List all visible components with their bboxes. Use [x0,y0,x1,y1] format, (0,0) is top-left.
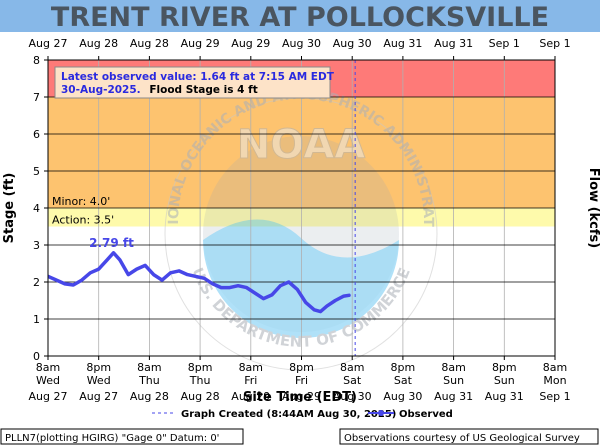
legend-observed-marker [378,410,384,416]
top-tick-label: Aug 28 [130,37,169,50]
y-tick-label: 5 [33,165,40,178]
bottom-tick-time: 8am [36,361,60,374]
y-tick-label: 6 [33,128,40,141]
header-band [0,0,600,32]
y-tick-label: 3 [33,239,40,252]
bottom-tick-day: Thu [138,374,160,387]
y2-axis-label: Flow (kcfs) [586,168,600,248]
bottom-tick-day: Mon [543,374,566,387]
latest-value-box-bg [54,66,331,99]
chart-title: TRENT RIVER AT POLLOCKSVILLE [51,2,549,33]
top-tick-label: Aug 27 [29,37,68,50]
bottom-tick-date: Aug 27 [79,390,118,403]
plot-area: NATIONAL OCEANIC AND ATMOSPHERIC ADMINIS… [0,0,556,371]
watermark-noaa-letters: NOAA [237,122,365,168]
top-tick-label: Aug 29 [181,37,220,50]
x-axis-label: Site Time (EDT) [243,390,357,405]
top-tick-label: Aug 30 [333,37,372,50]
bottom-tick-day: Wed [87,374,111,387]
latest-value-box: Latest observed value: 1.64 ft at 7:15 A… [54,66,335,99]
top-tick-label: Aug 28 [79,37,118,50]
bottom-tick-day: Fri [244,374,257,387]
legend-observed-label: Observed [399,409,453,420]
y-tick-label: 1 [33,313,40,326]
bottom-tick-day: Fri [295,374,308,387]
top-tick-label: Sep 1 [489,37,520,50]
bottom-tick-time: 8am [441,361,465,374]
bottom-tick-day: Sat [343,374,362,387]
top-tick-label: Aug 30 [282,37,321,50]
y-axis-ticks: 0 1 2 3 4 5 6 7 8 [33,54,48,363]
legend-created-label: Graph Created (8:44AM Aug 30, 2025) [181,409,396,420]
legend: Graph Created (8:44AM Aug 30, 2025) Obse… [152,409,453,420]
bottom-tick-date: Aug 31 [485,390,524,403]
peak-label: 2.79 ft [89,236,134,250]
footer-credit-text: Observations courtesy of US Geological S… [344,433,580,444]
bottom-tick-date: Aug 28 [181,390,220,403]
bottom-tick-date: Aug 30 [383,390,422,403]
observed-line [48,251,351,314]
band-label-action: Action: 3.5' [52,214,114,227]
flood-stage-note: Flood Stage is 4 ft [149,84,257,96]
bottom-tick-day: Wed [36,374,60,387]
bottom-tick-date: Aug 31 [434,390,473,403]
watermark-disc [203,136,399,332]
bottom-tick-day: Sun [494,374,515,387]
y-tick-label: 0 [33,350,40,363]
footer-credit-box [339,428,599,445]
bottom-tick-time: 8pm [86,361,111,374]
watermark-wave [203,219,399,338]
bottom-tick-day: Sun [443,374,464,387]
top-axis-labels: Aug 27 Aug 28 Aug 28 Aug 29 Aug 29 Aug 30 Aug … [29,37,571,60]
y-tick-label: 7 [33,91,40,104]
latest-value-line2: 30-Aug-2025. Flood Stage is 4 ft [61,84,258,96]
bottom-tick-time: 8am [239,361,263,374]
top-tick-label: Sep 1 [539,37,570,50]
band-label-minor: Minor: 4.0' [52,195,110,208]
y-tick-label: 8 [33,54,40,67]
bottom-tick-date: Aug 28 [130,390,169,403]
top-tick-label: Aug 31 [383,37,422,50]
y-tick-label: 4 [33,202,40,215]
y-tick-label: 2 [33,276,40,289]
latest-value-date: 30-Aug-2025. [61,84,141,96]
y-axis-label: Stage (ft) [2,173,17,244]
footer-datum-text: PLLN7(plotting HGIRG) "Gage 0" Datum: 0' [5,433,219,444]
bottom-tick-day: Sat [394,374,413,387]
bottom-tick-time: 8am [137,361,161,374]
observed-series [48,251,351,314]
latest-value-line1: Latest observed value: 1.64 ft at 7:15 A… [61,71,335,83]
bottom-tick-date: Aug 30 [333,390,372,403]
bottom-tick-date: Aug 27 [29,390,68,403]
bottom-tick-day: Thu [189,374,211,387]
bottom-tick-date: Sep 1 [539,390,570,403]
bottom-tick-time: 8pm [492,361,517,374]
bottom-tick-date: Aug 29 [231,390,270,403]
top-tick-label: Aug 29 [231,37,270,50]
bottom-tick-time: 8pm [289,361,314,374]
bottom-tick-time: 8pm [391,361,416,374]
footer-datum-box [0,428,244,445]
bottom-tick-time: 8pm [188,361,213,374]
bottom-tick-time: 8am [543,361,567,374]
flood-band-labels: Action: 3.5' Minor: 4.0' [52,195,114,227]
bottom-tick-time: 8am [340,361,364,374]
footer: PLLN7(plotting HGIRG) "Gage 0" Datum: 0'… [0,428,599,445]
bottom-tick-date: Aug 29 [282,390,321,403]
top-tick-label: Aug 31 [434,37,473,50]
